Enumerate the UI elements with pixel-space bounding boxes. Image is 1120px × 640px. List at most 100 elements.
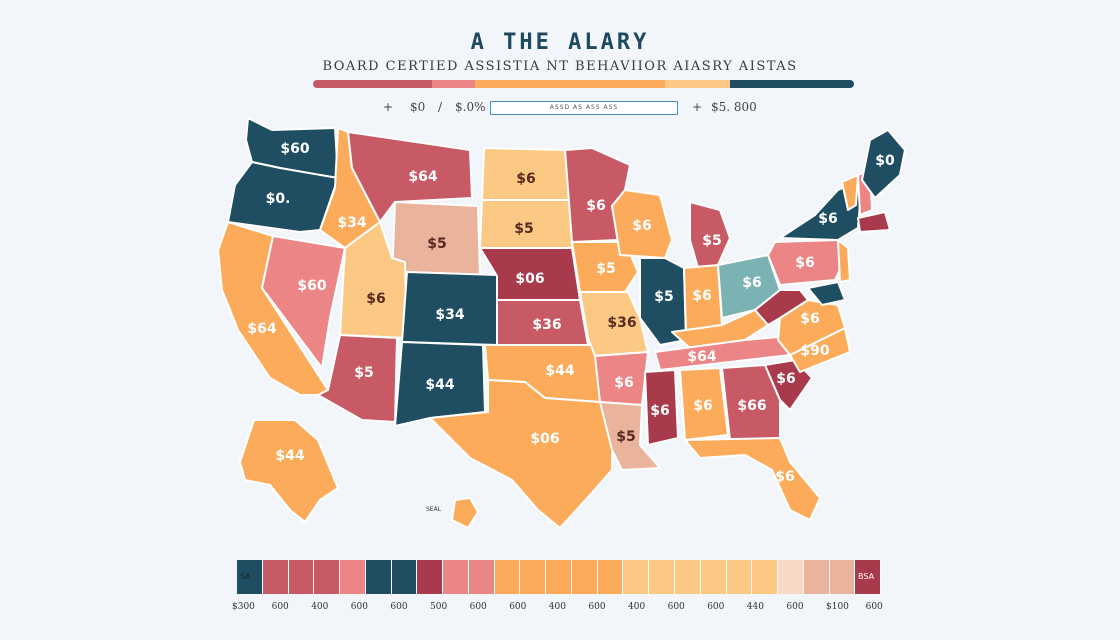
state-label-oh: $6 [742,275,761,291]
state-label-in: $6 [692,288,711,304]
state-label-mt: $64 [408,169,437,185]
legend-tick-label: $100 [826,602,849,612]
state-label-il: $5 [654,289,673,305]
state-label-mi: $5 [702,233,721,249]
legend-swatch [803,560,830,594]
legend-swatch [417,560,444,594]
legend-tick-label: 600 [588,602,606,612]
legend-tick-label: 600 [350,602,368,612]
state-az[interactable] [317,334,398,423]
legend-swatch [288,560,315,594]
range-plus-marker-right: + [692,100,703,114]
top-bar-segment [432,80,476,88]
state-ma[interactable] [857,211,891,233]
legend-tick-label: 600 [469,602,487,612]
legend-swatch [752,560,779,594]
state-label-ny: $6 [818,211,837,227]
state-al[interactable] [679,367,729,441]
states-layer [217,117,906,529]
state-label-ok: $44 [545,363,574,379]
state-ak[interactable] [239,419,339,523]
state-md[interactable] [807,281,846,306]
top-color-bar [313,80,854,88]
state-label-me: $0 [875,153,895,169]
state-wv[interactable] [754,289,809,326]
legend-swatch [443,560,469,594]
legend-swatch [726,560,753,594]
top-bar-segment [475,80,665,88]
state-label-nm: $44 [425,377,454,393]
legend-tick-label: $300 [232,602,255,612]
legend-swatch [675,560,701,594]
state-labels-layer: $60 $0. $64 $60 $34 $64 $5 $6 $5 $34 $44 $6 $5 $06 $36… [247,141,895,485]
legend-swatch [778,560,804,594]
legend-swatch [829,560,856,594]
legend-tick-label: 600 [390,602,408,612]
range-min-label: $0 [410,100,426,114]
state-label-mo: $36 [607,315,636,331]
page-title: A THE ALARY [470,30,650,55]
legend-tick-label: 440 [746,602,764,612]
legend-tick-label: 600 [786,602,804,612]
range-slider-input[interactable]: ASSD AS ASS ASS [490,101,678,115]
state-ms[interactable] [644,369,679,446]
state-vt[interactable] [841,174,859,211]
legend-swatch [262,560,289,594]
state-label-ks: $36 [532,317,561,333]
top-bar-segment [664,80,730,88]
legend-tick-label: 500 [430,602,448,612]
range-max-label: $5. 800 [711,100,757,114]
color-legend [237,560,882,594]
state-hi[interactable] [451,497,479,529]
range-percent-label: $.0% [455,100,486,114]
legend-tick-label: 600 [865,602,883,612]
state-label-ga: $66 [737,398,766,414]
state-label-nc: $90 [800,343,829,359]
top-bar-segment [729,80,854,88]
state-nv[interactable] [261,235,346,369]
legend-left-text: SA [240,572,251,581]
state-label-id: $34 [337,215,366,231]
legend-swatch [855,560,882,594]
state-label-nv: $60 [297,278,326,294]
state-or[interactable] [227,161,339,233]
state-nj[interactable] [837,239,851,283]
state-label-wy: $5 [427,236,446,252]
hawaii-label: SEAL [426,506,442,513]
state-label-sd: $5 [514,221,533,237]
state-la[interactable] [599,401,661,471]
legend-swatch [494,560,521,594]
legend-right-text: BSA [858,572,875,581]
state-fl[interactable] [684,437,821,521]
state-label-tx: $06 [530,431,559,447]
state-wi[interactable] [611,189,673,259]
state-label-az: $5 [354,365,373,381]
state-label-co: $34 [435,307,464,323]
legend-swatch [700,560,727,594]
legend-swatch [546,560,572,594]
legend-swatch [237,560,263,594]
state-label-va: $6 [800,311,819,327]
legend-tick-label: 600 [509,602,527,612]
legend-swatch [314,560,341,594]
legend-swatch [571,560,598,594]
legend-tick-label: 400 [548,602,566,612]
state-label-or: $0. [266,191,291,207]
legend-tick-labels: $300 600 400 600 600 500 600 600 400 600 400 600 600… [232,602,892,616]
legend-swatch [520,560,547,594]
state-label-wi: $6 [632,218,651,234]
legend-swatch [597,560,624,594]
state-label-wa: $60 [280,141,309,157]
state-ga[interactable] [721,364,781,441]
legend-swatch [365,560,392,594]
state-me[interactable] [861,129,906,199]
page-subtitle: BOARD CERTIED ASSISTIA NT BEHAVIIOR AIAS… [322,59,798,74]
state-label-ar: $6 [614,375,633,391]
legend-tick-label: 600 [707,602,725,612]
legend-tick-label: 600 [667,602,685,612]
legend-tick-label: 400 [628,602,646,612]
legend-swatch [468,560,495,594]
state-label-tn: $64 [687,349,716,365]
legend-tick-label: 600 [271,602,289,612]
